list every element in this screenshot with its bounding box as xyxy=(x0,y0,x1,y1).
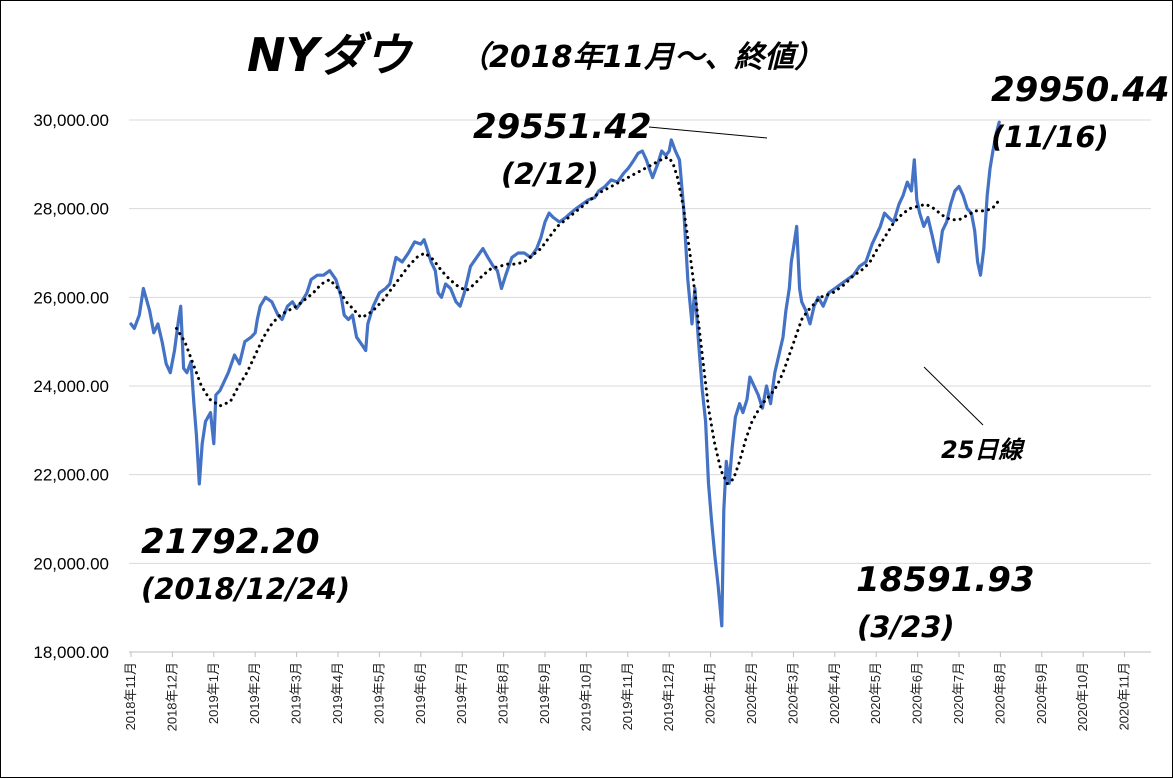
mar-low-value: 18591.93 xyxy=(856,560,1035,600)
x-tick-label: 2020年2月 xyxy=(744,662,759,724)
latest-date: (11/16) xyxy=(991,120,1109,154)
y-tick-label: 24,000.00 xyxy=(33,377,109,396)
mar-low-date: (3/23) xyxy=(857,610,955,644)
moving-average-line xyxy=(175,156,1002,485)
latest-value: 29950.44 xyxy=(991,70,1170,110)
x-tick-label: 2018年11月 xyxy=(123,662,138,730)
chart-subtitle: （2018年11月～、終値） xyxy=(459,40,824,75)
x-tick-label: 2020年1月 xyxy=(703,662,718,724)
moving-average-label: 25日線 xyxy=(941,436,1025,464)
x-tick-label: 2019年3月 xyxy=(289,662,304,724)
x-tick-label: 2020年7月 xyxy=(951,662,966,724)
x-tick-label: 2019年10月 xyxy=(578,662,593,731)
x-tick-label: 2019年4月 xyxy=(330,662,345,724)
x-tick-label: 2019年5月 xyxy=(371,662,386,724)
chart-title: NYダウ xyxy=(247,28,414,82)
feb-high-date: (2/12) xyxy=(501,157,599,191)
gridlines xyxy=(129,119,1151,564)
y-tick-label: 18,000.00 xyxy=(33,643,109,662)
series-group xyxy=(129,120,1002,628)
x-tick-label: 2019年9月 xyxy=(537,662,552,724)
y-tick-label: 26,000.00 xyxy=(33,288,109,307)
x-tick-label: 2020年3月 xyxy=(785,662,800,724)
start-low-value: 21792.20 xyxy=(141,522,320,562)
x-tick-label: 2020年6月 xyxy=(910,662,925,724)
ma-leader-line xyxy=(923,366,984,426)
x-tick-label: 2019年8月 xyxy=(496,662,511,724)
x-tick-label: 2019年7月 xyxy=(454,662,469,724)
x-tick-label: 2020年5月 xyxy=(868,662,883,724)
x-axis: 2018年11月 2018年12月 2019年1月 2019年2月 2019年3月 201… xyxy=(123,651,1151,731)
x-tick-label: 2020年9月 xyxy=(1034,662,1049,724)
y-tick-label: 20,000.00 xyxy=(33,554,109,573)
x-tick-label: 2019年12月 xyxy=(661,662,676,731)
x-tick-label: 2020年4月 xyxy=(827,662,842,724)
x-tick-label: 2019年11月 xyxy=(620,662,635,730)
y-axis: 30,000.00 28,000.00 26,000.00 24,000.00 22,0… xyxy=(33,111,109,662)
y-tick-label: 22,000.00 xyxy=(33,466,109,485)
x-tick-label: 2019年2月 xyxy=(247,662,262,724)
x-tick-label: 2020年8月 xyxy=(992,662,1007,724)
x-tick-label: 2020年10月 xyxy=(1075,662,1090,731)
feb-high-value: 29551.42 xyxy=(473,107,652,147)
y-tick-label: 28,000.00 xyxy=(33,200,109,219)
x-tick-label: 2020年11月 xyxy=(1117,662,1132,730)
dow-close-line xyxy=(129,120,1001,628)
feb-high-leader-line xyxy=(648,126,768,139)
start-low-date: (2018/12/24) xyxy=(141,572,350,606)
x-tick-label: 2019年1月 xyxy=(206,662,221,724)
y-tick-label: 30,000.00 xyxy=(33,111,109,130)
x-tick-label: 2019年6月 xyxy=(413,662,428,724)
x-tick-label: 2018年12月 xyxy=(164,662,179,731)
